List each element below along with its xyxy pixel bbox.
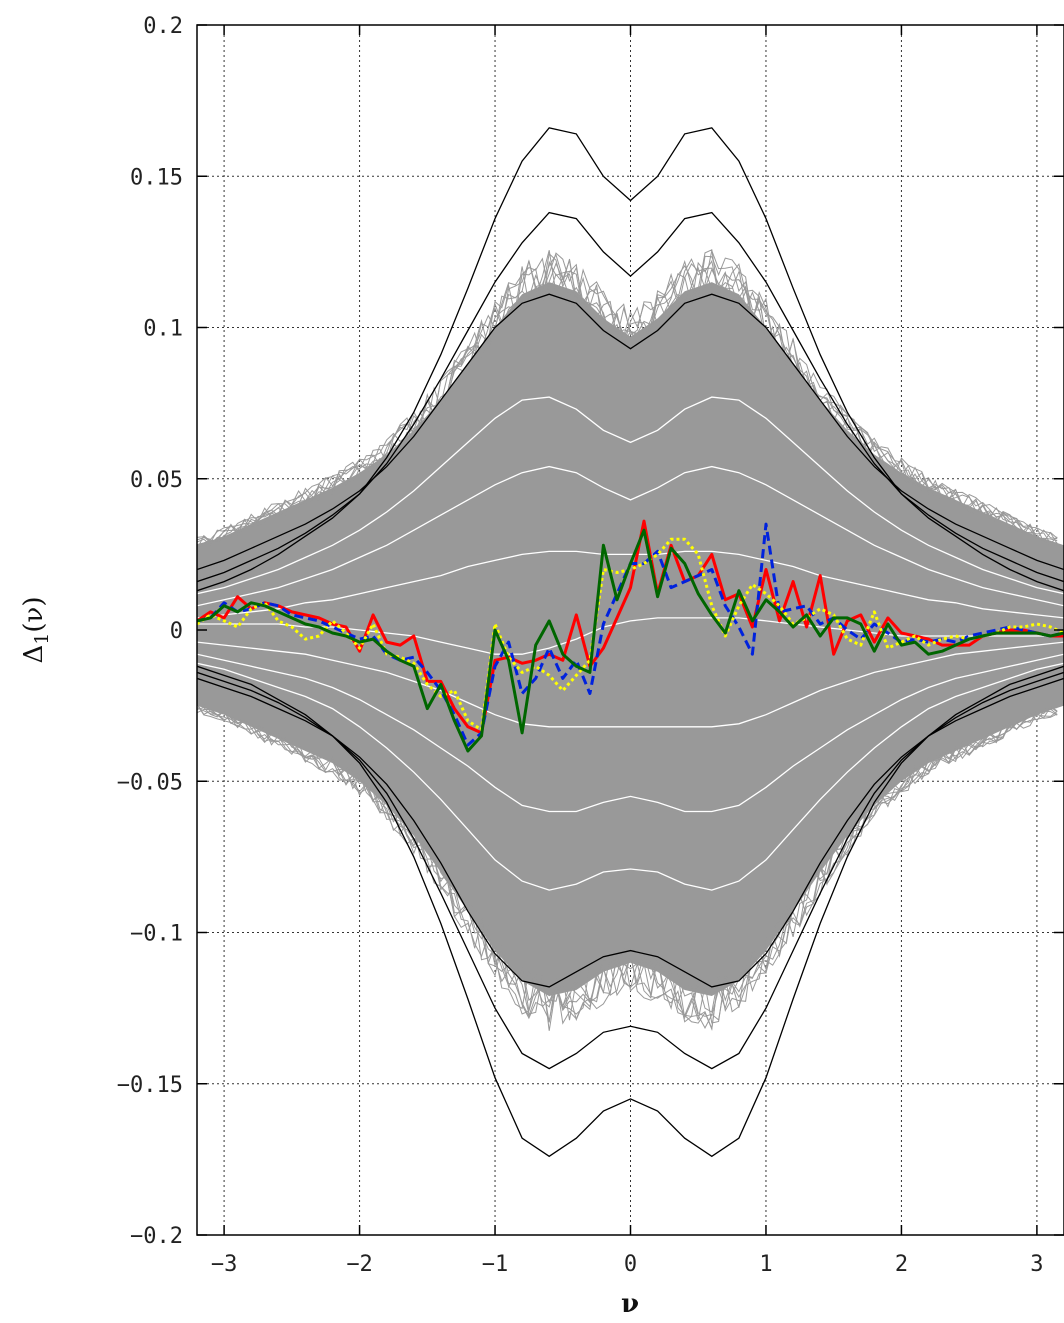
x-tick-label: 3	[1030, 1252, 1043, 1277]
y-tick-label: 0	[170, 619, 183, 644]
y-tick-labels: −0.2 −0.15 −0.1 −0.05 0 0.05 0.1 0.15 0.2	[117, 14, 183, 1249]
simulation-trace	[197, 252, 1058, 544]
series-line-1	[197, 519, 1064, 735]
envelope-curve	[197, 671, 1064, 1070]
axis-ticks	[197, 24, 1064, 1236]
svg-text:Δ1(ν): Δ1(ν)	[19, 597, 53, 664]
quantile-curve	[197, 662, 1064, 891]
y-tick-label: −0.15	[117, 1073, 183, 1098]
simulation-trace	[197, 704, 1058, 1031]
envelope-curve	[197, 293, 1064, 571]
y-tick-label: 0.1	[143, 317, 183, 342]
quantile-curve	[197, 550, 1064, 619]
y-tick-label: 0.15	[130, 165, 183, 190]
y-axis-label-subscript: 1	[31, 633, 53, 645]
x-tick-label: −3	[211, 1252, 238, 1277]
plot-area	[197, 127, 1064, 1158]
simulation-trace	[197, 252, 1058, 544]
simulation-trace	[197, 703, 1058, 1022]
envelope-curve	[197, 211, 1064, 583]
quantile-curve	[197, 465, 1064, 607]
quantile-curve	[197, 653, 1064, 813]
simulation-trace	[197, 253, 1058, 550]
y-axis-label-argument: (ν)	[19, 597, 49, 633]
x-tick-label: 2	[895, 1252, 908, 1277]
y-tick-label: −0.2	[130, 1224, 183, 1249]
simulation-trace	[197, 255, 1058, 546]
envelope-curves	[197, 127, 1064, 1158]
x-tick-labels: −3 −2 −1 0 1 2 3	[211, 1252, 1044, 1277]
x-tick-label: −1	[482, 1252, 509, 1277]
series-line-4	[197, 528, 1064, 753]
y-tick-label: −0.05	[117, 770, 183, 795]
y-tick-label: 0.05	[130, 468, 183, 493]
simulation-trace	[197, 704, 1058, 1024]
quantile-curve	[197, 396, 1064, 595]
x-tick-label: 0	[624, 1252, 637, 1277]
envelope-curve	[197, 665, 1064, 1158]
x-tick-label: −2	[346, 1252, 373, 1277]
series-line-3	[197, 537, 1064, 732]
simulation-trace	[197, 248, 1058, 546]
envelope-curve	[197, 127, 1064, 592]
x-tick-label: 1	[759, 1252, 772, 1277]
simulation-traces	[197, 248, 1058, 1031]
y-axis-label-symbol: Δ	[19, 645, 49, 664]
quantile-curve	[197, 641, 1064, 728]
y-axis-label: Δ1(ν)	[19, 597, 53, 664]
quantile-curves	[197, 396, 1064, 891]
y-tick-label: −0.1	[130, 922, 183, 947]
simulation-band	[197, 282, 1064, 997]
envelope-curve	[197, 677, 1064, 988]
y-tick-label: 0.2	[143, 14, 183, 39]
x-axis-label: ν	[621, 1289, 639, 1319]
series-lines	[197, 519, 1064, 753]
simulation-envelope	[197, 282, 1064, 997]
